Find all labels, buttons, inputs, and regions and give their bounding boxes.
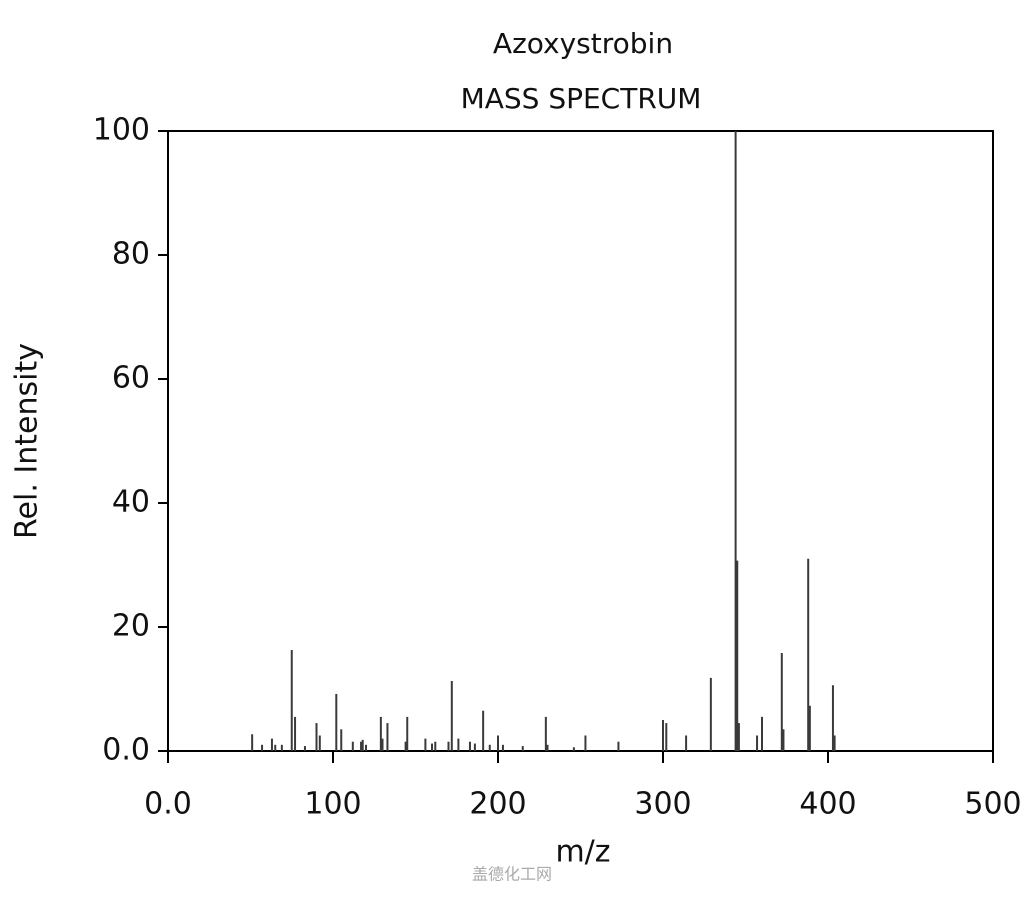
y-tick-label: 20 [112,609,150,644]
chart-subtitle: MASS SPECTRUM [461,82,702,115]
y-tick-label: 0.0 [102,733,150,768]
chart-title: Azoxystrobin [493,27,673,60]
watermark: 盖德化工网 [472,865,552,884]
x-tick-label: 300 [634,787,691,822]
x-tick-label: 200 [469,787,526,822]
x-axis-label: m/z [555,835,610,870]
x-tick-label: 500 [964,787,1021,822]
x-tick-label: 0.0 [144,787,192,822]
y-tick-label: 60 [112,361,150,396]
x-tick-label: 400 [799,787,856,822]
y-tick-label: 80 [112,237,150,272]
y-axis-label: Rel. Intensity [10,343,45,539]
x-tick-label: 100 [304,787,361,822]
y-tick-label: 40 [112,485,150,520]
y-tick-label: 100 [93,113,150,148]
plot-frame [167,130,994,752]
